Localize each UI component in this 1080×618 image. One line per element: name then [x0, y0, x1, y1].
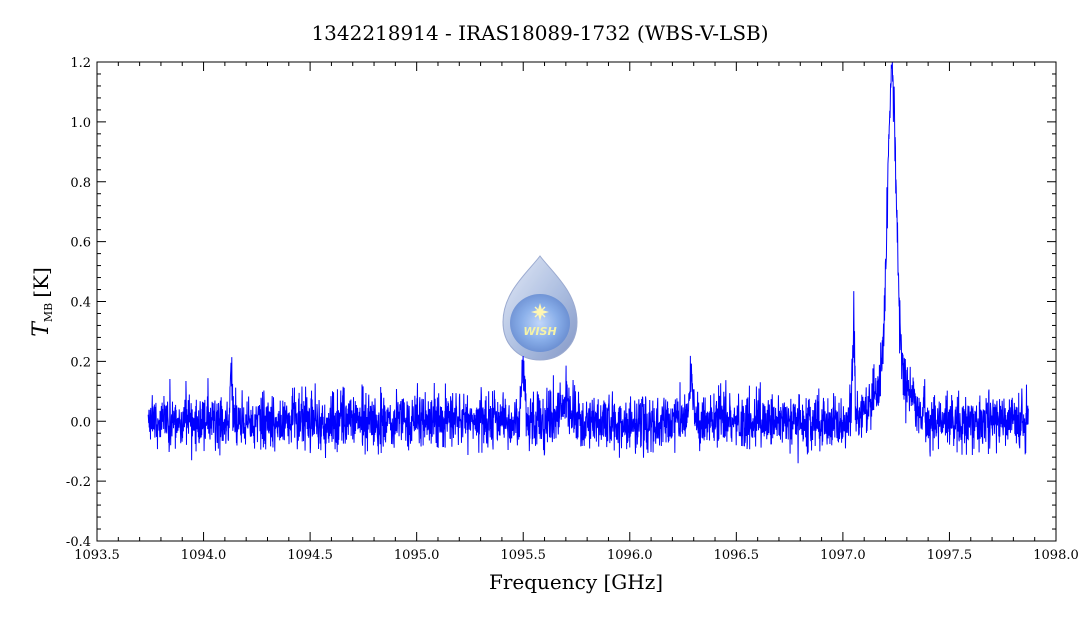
- y-tick-label: -0.2: [66, 475, 91, 490]
- x-tick-label: 1094.5: [287, 548, 333, 563]
- y-tick-label: 0.6: [70, 236, 91, 251]
- x-tick-label: 1097.0: [820, 548, 866, 563]
- x-tick-label: 1096.5: [714, 548, 760, 563]
- y-tick-label: 0.0: [70, 415, 91, 430]
- y-tick-label: 0.8: [70, 176, 91, 191]
- y-tick-label: 0.4: [70, 296, 91, 311]
- y-tick-label: 0.2: [70, 355, 91, 370]
- spectrum-line: [147, 62, 1029, 464]
- star-icon: [531, 303, 549, 321]
- plot-frame: [96, 61, 1057, 542]
- x-tick-label: 1098.0: [1033, 548, 1079, 563]
- y-tick-label: -0.4: [66, 535, 91, 550]
- y-tick-label: 1.2: [70, 56, 91, 71]
- y-axis-label: TMB [K]: [29, 267, 55, 337]
- x-tick-label: 1095.5: [500, 548, 546, 563]
- svg-text:TMB[K]: TMB [K]: [29, 267, 55, 337]
- x-axis-label: Frequency [GHz]: [489, 570, 663, 594]
- y-axis-label-unit: [K]: [29, 267, 53, 298]
- wish-logo: WISH: [502, 255, 578, 361]
- y-axis-label-main: T: [29, 320, 54, 337]
- x-tick-label: 1095.0: [394, 548, 440, 563]
- x-tick-label: 1094.0: [181, 548, 227, 563]
- x-tick-label: 1096.0: [607, 548, 653, 563]
- x-tick-label: 1093.5: [74, 548, 120, 563]
- x-tick-label: 1097.5: [927, 548, 973, 563]
- chart-title: 1342218914 - IRAS18089-1732 (WBS-V-LSB): [311, 21, 768, 45]
- y-axis-label-sub: MB: [42, 303, 55, 322]
- logo-text: WISH: [523, 325, 556, 338]
- y-tick-label: 1.0: [70, 116, 91, 131]
